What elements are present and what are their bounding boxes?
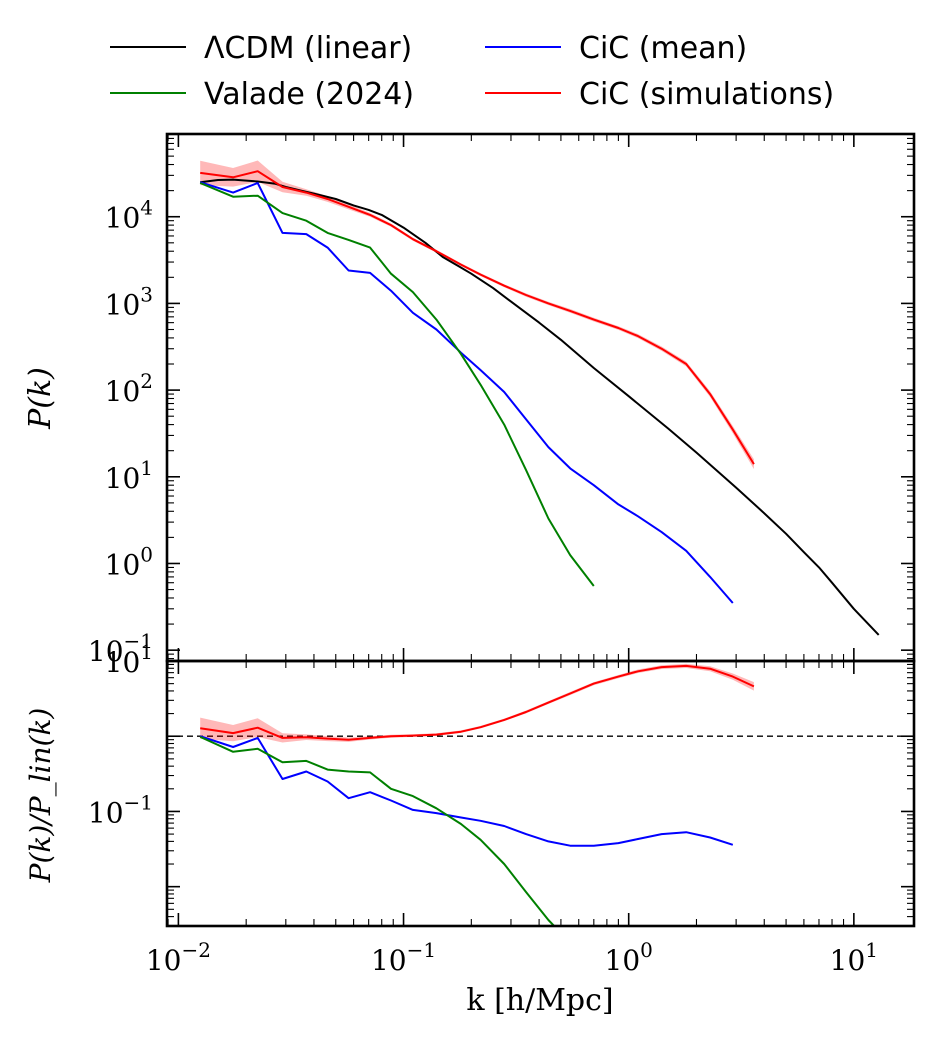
top-band-cic-simulations <box>200 160 754 470</box>
top-line-cic-mean <box>199 181 734 604</box>
bottom-line-cic-simulations <box>200 664 755 741</box>
top-y-tick-label: 10−1 <box>88 629 153 668</box>
bottom-panel-frame <box>165 659 916 928</box>
x-axis-label: k [h/Mpc] <box>466 983 613 1018</box>
top-panel-tick-labels: 104 103 102 101 100 10−1 <box>88 196 153 668</box>
x-axis-label-text: k [h/Mpc] <box>466 983 613 1018</box>
bottom-line-valade-2024 <box>199 735 556 926</box>
bottom-y-axis-label-text: P(k)/P_lin(k) <box>24 708 57 884</box>
bottom-y-tick-label: 10−1 <box>88 790 153 829</box>
bottom-x-tick-label: 101 <box>830 938 878 977</box>
top-panel-series <box>199 160 880 636</box>
legend-label-cic-mean: CiC (mean) <box>579 31 747 66</box>
top-y-tick-label: 100 <box>105 542 153 581</box>
legend-label-valade: Valade (2024) <box>204 77 414 112</box>
top-panel-frame <box>165 132 916 663</box>
bottom-y-tick-label: 101 <box>105 640 153 679</box>
bottom-line-cic-mean <box>199 735 734 847</box>
top-line-cic-simulations <box>200 170 755 465</box>
top-line-cdm-linear <box>200 178 880 636</box>
bottom-panel-series <box>167 663 914 926</box>
top-y-tick-label: 102 <box>105 369 153 408</box>
legend-label-lcdm: ΛCDM (linear) <box>204 31 412 66</box>
bottom-panel-ticks <box>167 660 914 927</box>
power-spectrum-panel: 104 103 102 101 100 10−1 <box>88 132 916 668</box>
bottom-y-axis-label: P(k)/P_lin(k) <box>24 708 57 884</box>
top-panel-ticks <box>167 133 914 661</box>
top-line-valade-2024 <box>199 182 595 587</box>
bottom-x-tick-label: 100 <box>605 938 653 977</box>
ratio-panel: 101 10−1 10−2 10−1 100 101 <box>88 640 916 977</box>
bottom-band-cic-simulations <box>200 663 754 743</box>
legend-label-cic-sim: CiC (simulations) <box>579 77 834 112</box>
bottom-x-tick-label: 10−2 <box>146 938 211 977</box>
bottom-x-tick-label: 10−1 <box>371 938 436 977</box>
top-y-tick-label: 101 <box>105 456 153 495</box>
top-y-tick-label: 103 <box>105 282 153 321</box>
top-y-axis-label-text: P(k) <box>23 367 58 430</box>
top-y-axis-label: P(k) <box>23 367 58 430</box>
legend: ΛCDM (linear) CiC (mean) Valade (2024) C… <box>110 31 834 112</box>
bottom-panel-tick-labels: 101 10−1 10−2 10−1 100 101 <box>88 640 878 977</box>
top-y-tick-label: 104 <box>105 196 153 235</box>
